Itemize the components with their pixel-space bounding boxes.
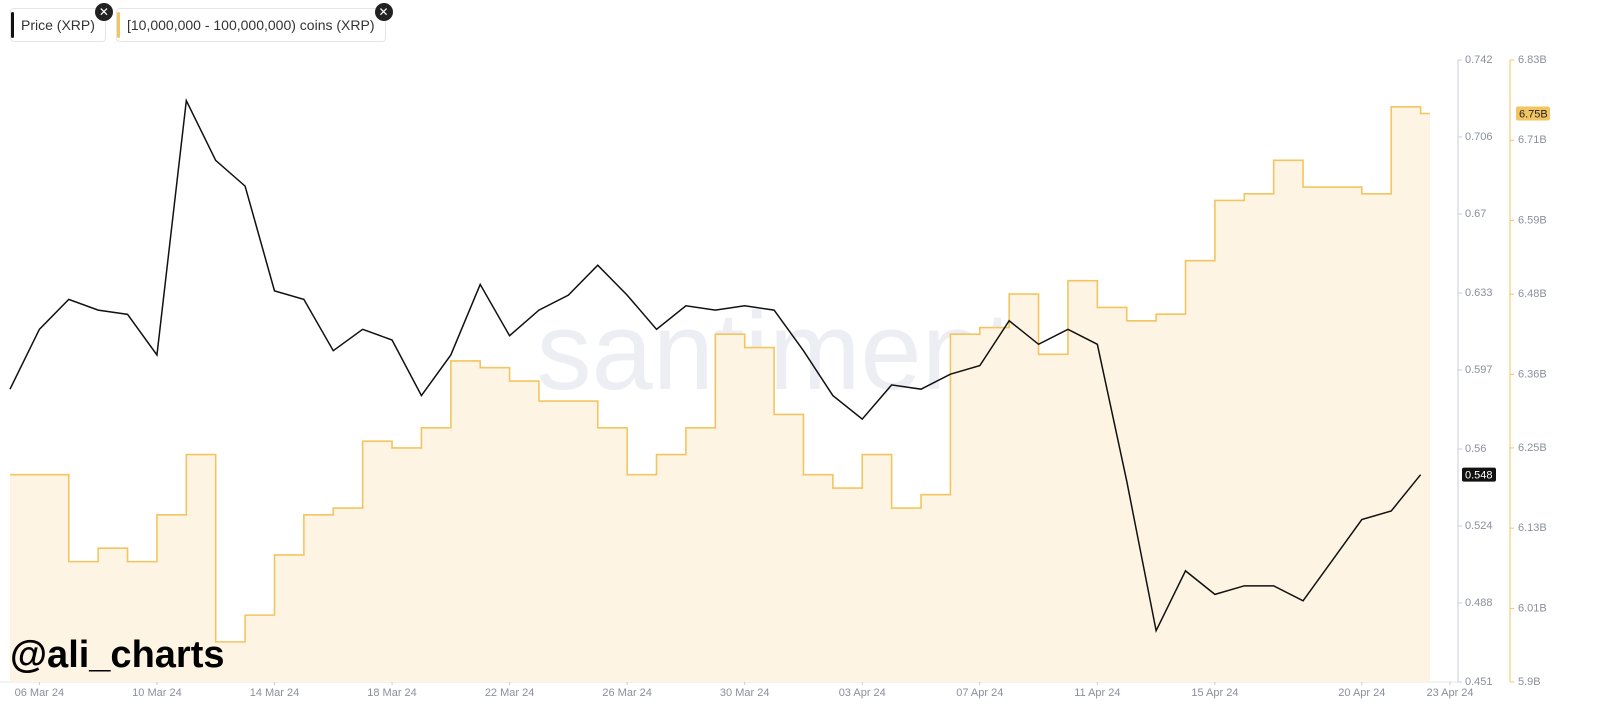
y-tick-label: 0.742 xyxy=(1465,54,1493,66)
x-tick-label: 10 Mar 24 xyxy=(132,687,182,699)
x-tick-label: 18 Mar 24 xyxy=(367,687,417,699)
legend-item[interactable]: [10,000,000 - 100,000,000) coins (XRP) ✕ xyxy=(116,3,393,42)
x-tick-label: 11 Apr 24 xyxy=(1074,687,1120,699)
step-line xyxy=(10,106,1430,643)
y-tick-label: 0.597 xyxy=(1465,364,1493,376)
y2-tick-label: 6.83B xyxy=(1518,54,1547,66)
x-tick-label: 03 Apr 24 xyxy=(839,687,886,699)
x-tick-label: 15 Apr 24 xyxy=(1191,687,1238,699)
y-tick-label: 0.524 xyxy=(1465,520,1493,532)
y2-tick-label: 6.48B xyxy=(1518,288,1547,300)
close-button[interactable]: ✕ xyxy=(94,3,113,21)
y-tick-label: 0.56 xyxy=(1465,443,1486,455)
watermark: santiment xyxy=(537,290,1014,413)
legend-label: Price (XRP) xyxy=(21,17,95,33)
value-tag xyxy=(1516,106,1550,121)
close-button[interactable]: ✕ xyxy=(374,3,393,21)
y2-tick-label: 6.71B xyxy=(1518,134,1547,146)
x-tick-label: 20 Apr 24 xyxy=(1338,687,1385,699)
annotation: @ali_charts xyxy=(10,634,225,676)
x-tick-label: 23 Apr 24 xyxy=(1426,687,1473,699)
x-tick-label: 26 Mar 24 xyxy=(602,687,652,699)
x-tick-label: 06 Mar 24 xyxy=(15,687,65,699)
x-tick-label: 07 Apr 24 xyxy=(956,687,1003,699)
value-tag xyxy=(1462,467,1496,482)
legend-label: [10,000,000 - 100,000,000) coins (XRP) xyxy=(127,17,375,33)
y-tick-label: 0.633 xyxy=(1465,287,1493,299)
y2-tick-label: 6.36B xyxy=(1518,368,1547,380)
x-tick-label: 22 Mar 24 xyxy=(485,687,535,699)
value-tag-label: 0.548 xyxy=(1465,470,1493,482)
legend-item[interactable]: Price (XRP) ✕ xyxy=(10,3,113,42)
y2-tick-label: 5.9B xyxy=(1518,676,1541,688)
y2-tick-label: 6.25B xyxy=(1518,442,1547,454)
y-tick-label: 0.67 xyxy=(1465,208,1486,220)
area xyxy=(10,106,1430,683)
legend-swatch xyxy=(117,12,120,38)
y-tick-label: 0.451 xyxy=(1465,676,1493,688)
y-tick-label: 0.706 xyxy=(1465,131,1493,143)
y2-tick-label: 6.13B xyxy=(1518,522,1547,534)
x-tick-label: 14 Mar 24 xyxy=(250,687,300,699)
x-tick-label: 30 Mar 24 xyxy=(720,687,770,699)
y-tick-label: 0.488 xyxy=(1465,597,1493,609)
legend-swatch xyxy=(11,12,14,38)
value-tag-label: 6.75B xyxy=(1519,108,1548,120)
y2-tick-label: 6.01B xyxy=(1518,602,1547,614)
line xyxy=(9,97,1422,634)
y2-tick-label: 6.59B xyxy=(1518,214,1547,226)
